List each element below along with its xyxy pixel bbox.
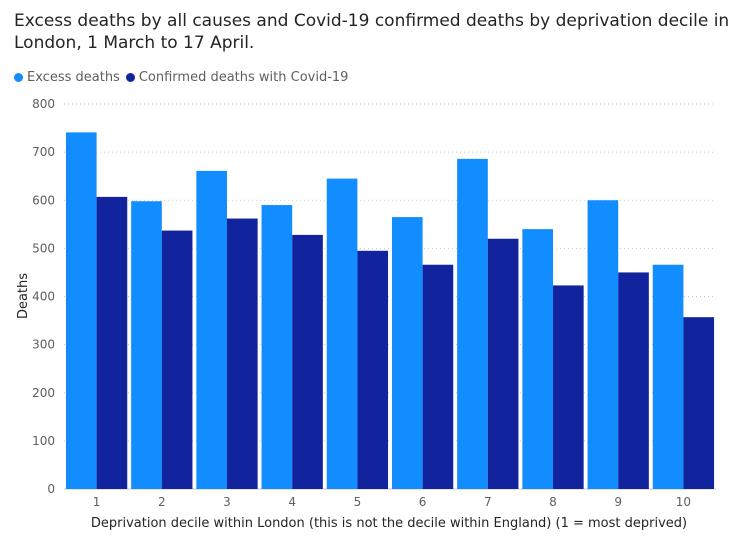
- x-tick-label: 2: [158, 495, 166, 509]
- legend-label-confirmed-deaths: Confirmed deaths with Covid-19: [138, 70, 349, 85]
- x-tick-label: 10: [676, 495, 691, 509]
- bar-confirmed-deaths-6[interactable]: [422, 264, 454, 489]
- bar-confirmed-deaths-1[interactable]: [96, 196, 128, 489]
- y-tick-label: 600: [32, 193, 55, 207]
- bars: [65, 132, 715, 490]
- y-tick-label: 0: [47, 482, 55, 496]
- bar-confirmed-deaths-8[interactable]: [553, 285, 584, 489]
- legend-swatch-excess-deaths: [14, 73, 23, 82]
- bar-confirmed-deaths-4[interactable]: [292, 234, 323, 489]
- chart-title: Excess deaths by all causes and Covid-19…: [14, 11, 730, 53]
- bar-excess-deaths-2[interactable]: [131, 201, 162, 489]
- y-tick-label: 800: [32, 97, 55, 111]
- bar-excess-deaths-6[interactable]: [391, 217, 423, 489]
- x-tick-label: 9: [614, 495, 622, 509]
- x-tick-label: 6: [419, 495, 427, 509]
- bar-confirmed-deaths-7[interactable]: [487, 238, 519, 489]
- bar-confirmed-deaths-5[interactable]: [357, 250, 389, 489]
- bar-excess-deaths-3[interactable]: [196, 170, 227, 490]
- legend-item-excess-deaths[interactable]: Excess deaths: [14, 70, 120, 85]
- legend-swatch-confirmed-deaths: [125, 73, 135, 82]
- y-tick-label: 500: [32, 241, 55, 255]
- x-tick-label: 4: [288, 495, 296, 509]
- x-tick-label: 8: [549, 495, 557, 509]
- x-tick-label: 1: [93, 495, 101, 509]
- bar-confirmed-deaths-10[interactable]: [683, 317, 715, 489]
- x-tick-label: 7: [484, 495, 492, 509]
- bar-confirmed-deaths-3[interactable]: [227, 218, 258, 489]
- y-tick-label: 300: [32, 338, 55, 352]
- bar-excess-deaths-5[interactable]: [326, 178, 358, 489]
- bar-excess-deaths-10[interactable]: [652, 264, 684, 489]
- y-tick-label: 100: [32, 434, 55, 448]
- legend-label-excess-deaths: Excess deaths: [27, 70, 120, 85]
- legend-item-confirmed-deaths[interactable]: Confirmed deaths with Covid-19: [125, 70, 349, 85]
- bar-confirmed-deaths-9[interactable]: [618, 272, 649, 489]
- y-tick-label: 700: [32, 145, 55, 159]
- y-tick-label: 400: [32, 290, 55, 304]
- x-tick-label: 5: [354, 495, 362, 509]
- chart-legend: Excess deaths Confirmed deaths with Covi…: [14, 70, 354, 85]
- x-axis-title: Deprivation decile within London (this i…: [91, 516, 687, 531]
- tick-labels: 0 100 200 300 400 500 600 700 800 1 2 3 4 5 6 7 8 9 10: [32, 97, 691, 509]
- bar-excess-deaths-1[interactable]: [65, 132, 97, 490]
- bar-excess-deaths-9[interactable]: [587, 200, 619, 489]
- bar-excess-deaths-7[interactable]: [457, 158, 488, 490]
- bar-excess-deaths-4[interactable]: [261, 205, 293, 489]
- bar-excess-deaths-8[interactable]: [522, 229, 553, 489]
- y-axis-title: Deaths: [16, 273, 31, 319]
- y-tick-label: 200: [32, 386, 55, 400]
- x-tick-label: 3: [223, 495, 231, 509]
- bar-confirmed-deaths-2[interactable]: [161, 230, 193, 489]
